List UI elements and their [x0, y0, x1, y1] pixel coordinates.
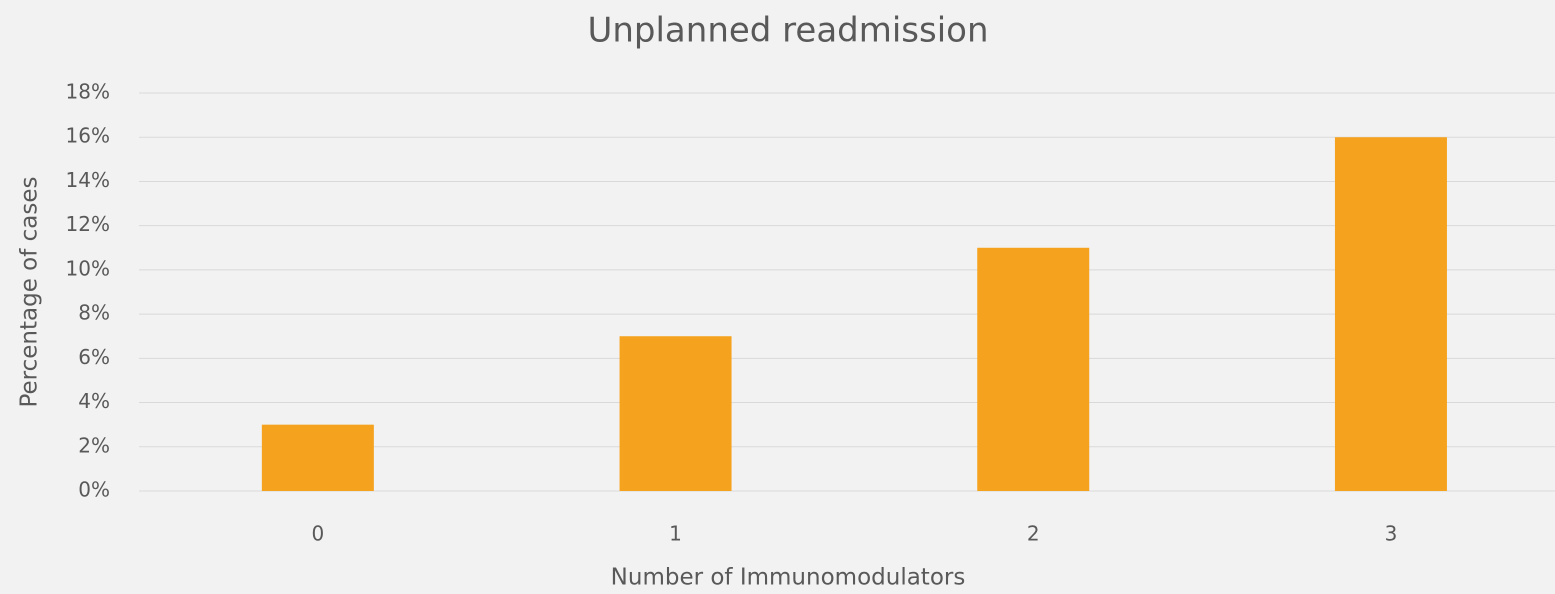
chart-title: Unplanned readmission: [587, 11, 988, 51]
bar: [1334, 137, 1447, 491]
y-tick-label: 8%: [78, 301, 110, 325]
y-tick-label: 2%: [78, 433, 110, 457]
x-tick-label: 0: [311, 522, 324, 546]
x-axis-title: Number of Immunomodulators: [611, 565, 966, 591]
x-tick-label: 1: [669, 522, 682, 546]
y-tick-label: 14%: [66, 168, 110, 192]
x-tick-label: 2: [1027, 522, 1040, 546]
y-tick-label: 4%: [78, 389, 110, 413]
y-axis-title: Percentage of cases: [17, 176, 43, 407]
bar: [261, 424, 374, 491]
bar: [619, 336, 732, 491]
y-tick-label: 0%: [78, 478, 110, 502]
y-tick-label: 16%: [66, 124, 110, 148]
x-tick-label: 3: [1385, 522, 1398, 546]
y-tick-label: 6%: [78, 345, 110, 369]
y-tick-label: 10%: [66, 256, 110, 280]
bar: [977, 247, 1090, 491]
y-tick-label: 18%: [66, 80, 110, 104]
y-tick-label: 12%: [66, 212, 110, 236]
